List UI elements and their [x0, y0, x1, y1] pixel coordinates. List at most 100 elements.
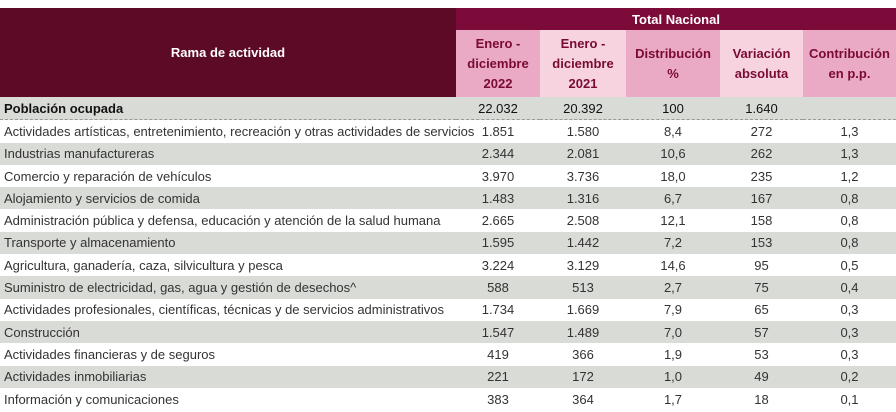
column-header-line: diciembre: [552, 55, 614, 71]
row-label: Actividades artísticas, entretenimiento,…: [4, 123, 475, 139]
cell-value: 0,3: [840, 346, 859, 362]
table-row: Actividades inmobiliarias 221 172 1,0 49 0,2: [0, 365, 896, 388]
row-label: Actividades financieras y de seguros: [4, 346, 216, 362]
cell-value: 95: [754, 257, 769, 273]
row-label: Transporte y almacenamiento: [0, 231, 456, 255]
cell-value: 364: [572, 391, 594, 407]
cell-value: 2.344: [456, 142, 540, 165]
cell-value: 1,3: [840, 123, 859, 139]
employment-table: Rama de actividad Total Nacional Enero -…: [0, 8, 896, 410]
column-header-line: %: [667, 65, 679, 81]
cell-value: 1,9: [663, 346, 683, 362]
cell-value: 2.081: [540, 142, 626, 165]
cell-value: 6,7: [626, 187, 720, 210]
total-row: Población ocupada 22.032 20.392 100 1.640: [0, 97, 896, 121]
cell-value: 100: [626, 97, 720, 121]
cell-value: 0,5: [840, 257, 859, 273]
column-header-line: Enero -: [475, 35, 521, 51]
cell-value: 1.734: [481, 302, 515, 318]
cell-value: 383: [487, 391, 509, 407]
table-row: Industrias manufactureras 2.344 2.081 10,6 2…: [0, 142, 896, 165]
cell-value: 3.970: [481, 168, 515, 184]
cell-value: 20.392: [540, 97, 626, 121]
column-header-line: en p.p.: [828, 65, 871, 81]
cell-value: 75: [720, 276, 803, 299]
row-label: Administración pública y defensa, educac…: [4, 213, 441, 229]
cell-value: 513: [540, 276, 626, 299]
cell-value: 2,7: [626, 276, 720, 299]
column-header-line: absoluta: [734, 65, 789, 81]
cell-value: 0,2: [803, 365, 896, 388]
cell-value: 2.508: [566, 213, 600, 229]
column-header-line: Distribución: [635, 45, 711, 61]
cell-value: 3.224: [481, 257, 515, 273]
column-header: Distribución%: [626, 30, 720, 97]
cell-value: 2.665: [481, 213, 515, 229]
cell-value: 0,3: [840, 302, 859, 318]
table-row: Información y comunicaciones 383 364 1,7 18 0…: [0, 388, 896, 410]
cell-value: [803, 97, 896, 121]
cell-value: 0,8: [803, 231, 896, 255]
header-total-nacional: Total Nacional: [456, 8, 896, 30]
cell-value: 1.483: [456, 187, 540, 210]
cell-value: 1,0: [626, 365, 720, 388]
cell-value: 1,3: [803, 142, 896, 165]
row-label: Actividades profesionales, científicas, …: [4, 302, 445, 318]
column-header: Contribución en p.p.: [803, 30, 896, 97]
cell-value: 1.580: [566, 123, 600, 139]
cell-value: 1.442: [540, 231, 626, 255]
column-header: Enero - diciembre 2021: [540, 30, 626, 97]
cell-value: 272: [750, 123, 773, 139]
cell-value: 7,2: [626, 231, 720, 255]
cell-value: 172: [540, 365, 626, 388]
column-header-line: 2021: [568, 75, 598, 91]
cell-value: 167: [720, 187, 803, 210]
row-label: Construcción: [0, 320, 456, 344]
cell-value: 0,4: [803, 276, 896, 299]
column-header-line: 2022: [483, 75, 513, 91]
column-header-line: Enero -: [560, 35, 606, 51]
column-header-line: diciembre: [467, 55, 529, 71]
cell-value: 1,2: [840, 168, 859, 184]
row-label: Comercio y reparación de vehículos: [4, 168, 212, 184]
cell-value: 1.669: [566, 302, 600, 318]
cell-value: 235: [750, 168, 773, 184]
cell-value: 419: [487, 346, 509, 362]
row-label: Alojamiento y servicios de comida: [0, 187, 456, 210]
cell-value: 3.129: [566, 257, 600, 273]
cell-value: 49: [720, 365, 803, 388]
column-header-line: Contribución: [809, 45, 890, 61]
cell-value: 22.032: [456, 97, 540, 121]
cell-value: 1.595: [456, 231, 540, 255]
cell-value: 1.640: [720, 97, 803, 121]
column-header-line: Variación: [732, 45, 791, 61]
cell-value: 1.316: [540, 187, 626, 210]
cell-value: 588: [456, 276, 540, 299]
cell-value: 8,4: [663, 123, 683, 139]
row-label: Población ocupada: [0, 97, 456, 121]
cell-value: 0,8: [803, 187, 896, 210]
table-row: Actividades financieras y de seguros 419 3…: [0, 343, 896, 365]
cell-value: 1,7: [663, 391, 683, 407]
cell-value: 1.547: [456, 320, 540, 344]
cell-value: 158: [750, 213, 773, 229]
cell-value: 7,9: [663, 302, 683, 318]
column-header: Enero - diciembre 2022: [456, 30, 540, 97]
cell-value: 18,0: [660, 168, 686, 184]
cell-value: 65: [754, 302, 769, 318]
table-row: Transporte y almacenamiento 1.595 1.442 7,2…: [0, 231, 896, 255]
cell-value: 1.851: [481, 123, 515, 139]
table-row: Administración pública y defensa, educac…: [0, 209, 896, 231]
cell-value: 0,8: [840, 213, 859, 229]
cell-value: 366: [572, 346, 594, 362]
cell-value: 153: [720, 231, 803, 255]
cell-value: 12,1: [660, 213, 686, 229]
row-label: Actividades inmobiliarias: [0, 365, 456, 388]
table-row: Actividades profesionales, científicas, …: [0, 299, 896, 321]
cell-value: 57: [720, 320, 803, 344]
cell-value: 3.736: [566, 168, 600, 184]
cell-value: 7,0: [626, 320, 720, 344]
row-label: Información y comunicaciones: [4, 391, 179, 407]
table-row: Construcción 1.547 1.489 7,0 57 0,3: [0, 320, 896, 344]
cell-value: 221: [456, 365, 540, 388]
